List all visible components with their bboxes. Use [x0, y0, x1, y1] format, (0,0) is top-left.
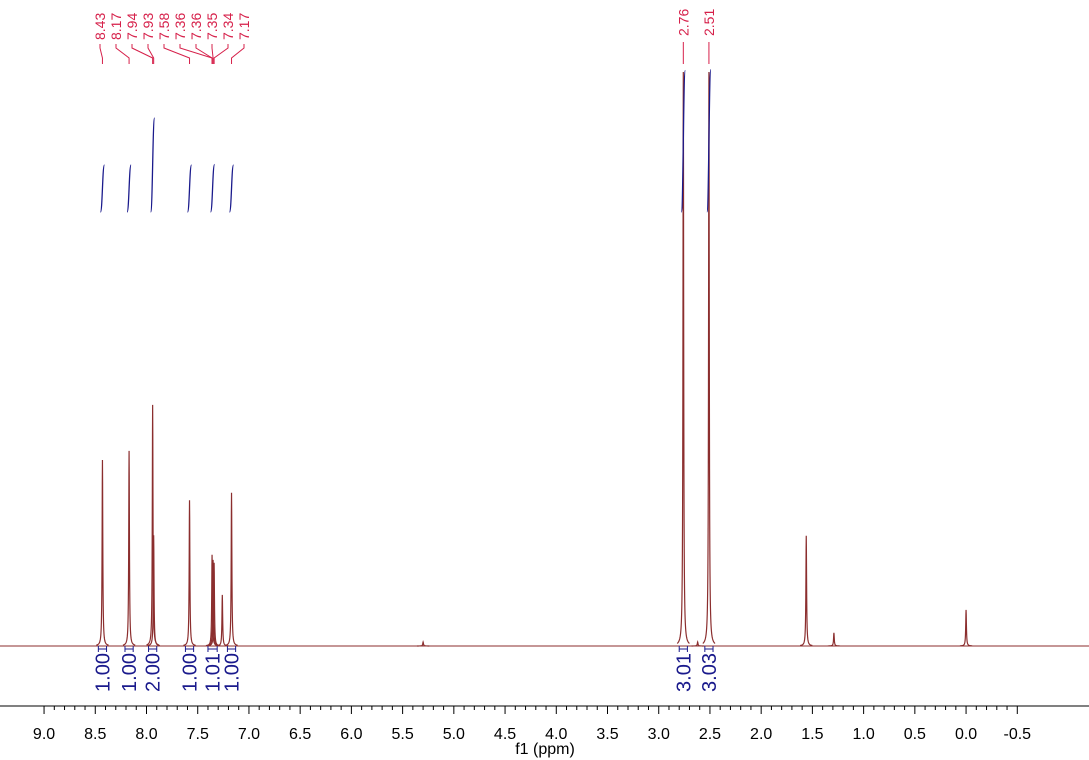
- integral-bracket: [704, 646, 714, 652]
- integral-bracket: [207, 646, 218, 652]
- peak-label: 8.43: [92, 13, 108, 40]
- peak: [702, 71, 716, 644]
- peak-label-leader: [211, 44, 214, 64]
- peak-label: 7.35: [204, 13, 220, 40]
- peak-label: 7.58: [156, 13, 172, 40]
- x-tick-label: 2.0: [750, 726, 772, 743]
- peak-label-leader: [131, 44, 154, 64]
- x-tick-label: 8.5: [84, 726, 106, 743]
- peak: [216, 594, 229, 647]
- integral-bracket: [148, 646, 158, 652]
- peak: [416, 639, 430, 647]
- x-tick-label: 0.5: [904, 726, 926, 743]
- peak: [96, 460, 109, 646]
- peak-label-leader: [99, 44, 103, 64]
- peak-label: 7.93: [140, 13, 156, 40]
- peak-label: 7.17: [236, 13, 252, 40]
- x-tick-label: 3.0: [648, 726, 670, 743]
- x-tick-label: 6.5: [289, 726, 311, 743]
- x-tick-label: 4.5: [494, 726, 516, 743]
- integral-label: 3.03: [699, 653, 721, 692]
- peak: [183, 500, 196, 646]
- peak-label-leader: [163, 44, 191, 64]
- x-tick-label: 1.5: [801, 726, 823, 743]
- integral-label: 1.01: [203, 653, 225, 692]
- integral-curve: [186, 164, 193, 213]
- peak: [147, 535, 160, 647]
- integral-curve: [706, 68, 712, 213]
- integral-bracket: [97, 646, 108, 652]
- x-tick-label: 5.5: [391, 726, 413, 743]
- peak-label: 8.17: [108, 13, 124, 40]
- peak-label-leader: [231, 44, 245, 64]
- peak: [800, 535, 813, 647]
- peak: [827, 632, 841, 647]
- integral-curve: [680, 69, 686, 213]
- peak-label: 7.94: [124, 13, 140, 40]
- integral-bracket: [184, 646, 195, 652]
- x-tick-label: 8.0: [135, 726, 157, 743]
- integral-curve: [149, 117, 156, 213]
- integral-label: 1.00: [222, 653, 244, 692]
- integral-curve: [228, 164, 235, 213]
- x-tick-label: 2.5: [699, 726, 721, 743]
- x-axis-title: f1 (ppm): [515, 741, 575, 758]
- integral-bracket: [678, 646, 688, 652]
- peak-label-leader: [213, 44, 229, 64]
- integral-label: 2.00: [143, 653, 165, 692]
- x-tick-label: 3.5: [596, 726, 618, 743]
- x-tick-label: 4.0: [545, 726, 567, 743]
- integral-bracket: [226, 646, 237, 652]
- x-tick-label: 0.0: [955, 726, 977, 743]
- x-tick-label: 9.0: [33, 726, 55, 743]
- peak-label: 2.51: [701, 9, 717, 36]
- peak-label: 7.34: [220, 13, 236, 40]
- peak: [225, 492, 238, 646]
- integral-curve: [126, 164, 132, 213]
- peak-label: 7.36: [172, 13, 188, 40]
- x-tick-label: 5.0: [443, 726, 465, 743]
- x-tick-label: 7.0: [238, 726, 260, 743]
- integral-label: 1.00: [180, 653, 202, 692]
- integral-bracket: [124, 646, 134, 652]
- x-tick-label: 7.5: [187, 726, 209, 743]
- peak: [959, 609, 973, 647]
- peak-label: 2.76: [675, 9, 691, 36]
- peak-label-leader: [195, 44, 213, 64]
- integral-label: 3.01: [673, 653, 695, 692]
- integral-label: 1.00: [92, 653, 114, 692]
- x-tick-label: 1.0: [852, 726, 874, 743]
- integral-curve: [99, 164, 106, 213]
- peak-label-leader: [115, 44, 130, 64]
- peak-label-leader: [147, 44, 155, 64]
- integral-label: 1.00: [119, 653, 141, 692]
- x-tick-label: -0.5: [1003, 726, 1031, 743]
- x-tick-label: 6.0: [340, 726, 362, 743]
- integral-curve: [209, 163, 216, 213]
- peak-label: 7.36: [188, 13, 204, 40]
- peak: [676, 71, 690, 644]
- peak: [691, 639, 704, 647]
- peak: [122, 450, 136, 646]
